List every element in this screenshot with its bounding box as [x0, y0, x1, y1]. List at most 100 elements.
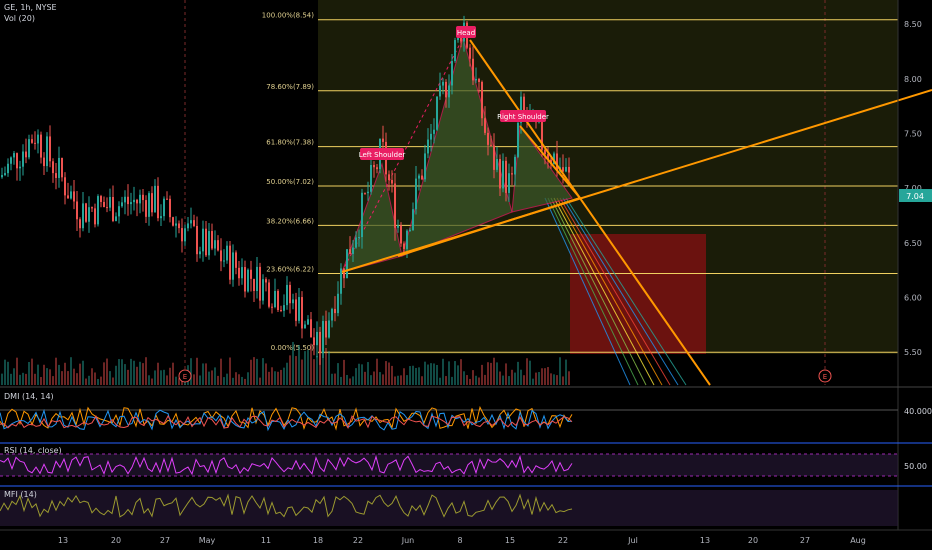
volume-bar	[280, 369, 282, 385]
volume-bar	[43, 364, 45, 385]
volume-bar	[208, 371, 210, 385]
candle-body	[508, 173, 510, 193]
candle-body	[196, 225, 198, 255]
candle-body	[1, 175, 3, 178]
candle-body	[304, 324, 306, 329]
candle-body	[502, 160, 504, 189]
rsi-level-label: 50.00	[904, 462, 927, 471]
volume-bar	[562, 376, 564, 385]
candle-body	[61, 157, 63, 178]
volume-bar	[112, 377, 114, 385]
right-shoulder-trend	[519, 125, 581, 199]
volume-bar	[124, 364, 126, 385]
volume-bar	[325, 348, 327, 385]
svg-text:E: E	[183, 373, 187, 381]
projection-line	[550, 197, 647, 386]
candle-body	[436, 96, 438, 130]
candle-body	[445, 81, 447, 98]
candle-body	[58, 157, 60, 178]
candle-body	[265, 279, 267, 283]
volume-bar	[565, 359, 567, 385]
volume-bar	[415, 367, 417, 385]
candle-body	[148, 193, 150, 217]
label-left-shoulder: Left Shoulder	[359, 148, 405, 160]
rsi-label[interactable]: RSI (14, close)	[4, 446, 62, 455]
candle-body	[337, 293, 339, 314]
candle-body	[415, 178, 417, 210]
volume-bar	[448, 361, 450, 385]
dmi-label[interactable]: DMI (14, 14)	[4, 392, 54, 401]
candle-body	[199, 251, 201, 255]
volume-bar	[430, 363, 432, 385]
volume-bar	[352, 376, 354, 385]
candle-body	[31, 139, 33, 143]
candle-body	[40, 134, 42, 158]
volume-bar	[445, 376, 447, 385]
candle-body	[448, 85, 450, 98]
volume-bar	[274, 371, 276, 385]
candle-body	[472, 58, 474, 81]
x-tick-label: 22	[353, 536, 363, 545]
projection-line	[565, 197, 687, 386]
volume-bar	[226, 373, 228, 385]
volume-bar	[469, 378, 471, 385]
candle-body	[151, 193, 153, 213]
volume-bar	[289, 355, 291, 385]
volume-bar	[499, 371, 501, 385]
candle-body	[355, 237, 357, 248]
candle-body	[328, 320, 330, 338]
volume-bar	[232, 377, 234, 385]
candle-body	[412, 209, 414, 230]
candle-body	[493, 145, 495, 170]
candle-body	[226, 245, 228, 261]
volume-bar	[136, 366, 138, 385]
volume-bar	[514, 372, 516, 385]
volume-bar	[493, 357, 495, 385]
volume-bar	[19, 374, 21, 385]
volume-bar	[517, 361, 519, 385]
candle-body	[223, 260, 225, 262]
candle-body	[451, 61, 453, 86]
candle-body	[115, 216, 117, 222]
volume-bar	[67, 371, 69, 385]
mfi-label[interactable]: MFI (14)	[4, 490, 37, 499]
candle-body	[259, 266, 261, 301]
volume-bar	[412, 365, 414, 385]
candle-body	[490, 144, 492, 146]
volume-bar	[376, 358, 378, 385]
candle-body	[130, 202, 132, 205]
candle-body	[79, 219, 81, 229]
candle-body	[220, 250, 222, 262]
volume-bar	[145, 357, 147, 385]
volume-bar	[406, 375, 408, 385]
symbol-line[interactable]: GE, 1h, NYSE	[4, 3, 57, 12]
candle-body	[280, 310, 282, 312]
candle-body	[307, 319, 309, 325]
volume-bar	[79, 363, 81, 385]
candle-body	[139, 194, 141, 204]
candle-body	[43, 157, 45, 167]
current-price-label: 7.04	[906, 192, 924, 201]
candle-body	[232, 252, 234, 280]
volume-bar	[13, 368, 15, 385]
projection-line	[556, 197, 663, 386]
volume-bar	[103, 362, 105, 385]
candle-body	[325, 321, 327, 338]
candle-body	[394, 183, 396, 228]
earnings-marker[interactable]: E	[818, 369, 832, 383]
volume-label[interactable]: Vol (20)	[4, 14, 35, 23]
candle-body	[352, 247, 354, 254]
y-tick-label: 7.00	[904, 184, 922, 193]
volume-bar	[58, 364, 60, 385]
volume-bar	[292, 341, 294, 385]
earnings-marker[interactable]: E	[178, 369, 192, 383]
candle-body	[250, 269, 252, 279]
x-tick-label: 27	[800, 536, 810, 545]
volume-bar	[244, 378, 246, 385]
candle-body	[70, 191, 72, 199]
volume-bar	[556, 375, 558, 385]
candle-body	[190, 220, 192, 224]
volume-bar	[157, 362, 159, 385]
volume-bar	[178, 378, 180, 385]
candle-body	[283, 305, 285, 311]
